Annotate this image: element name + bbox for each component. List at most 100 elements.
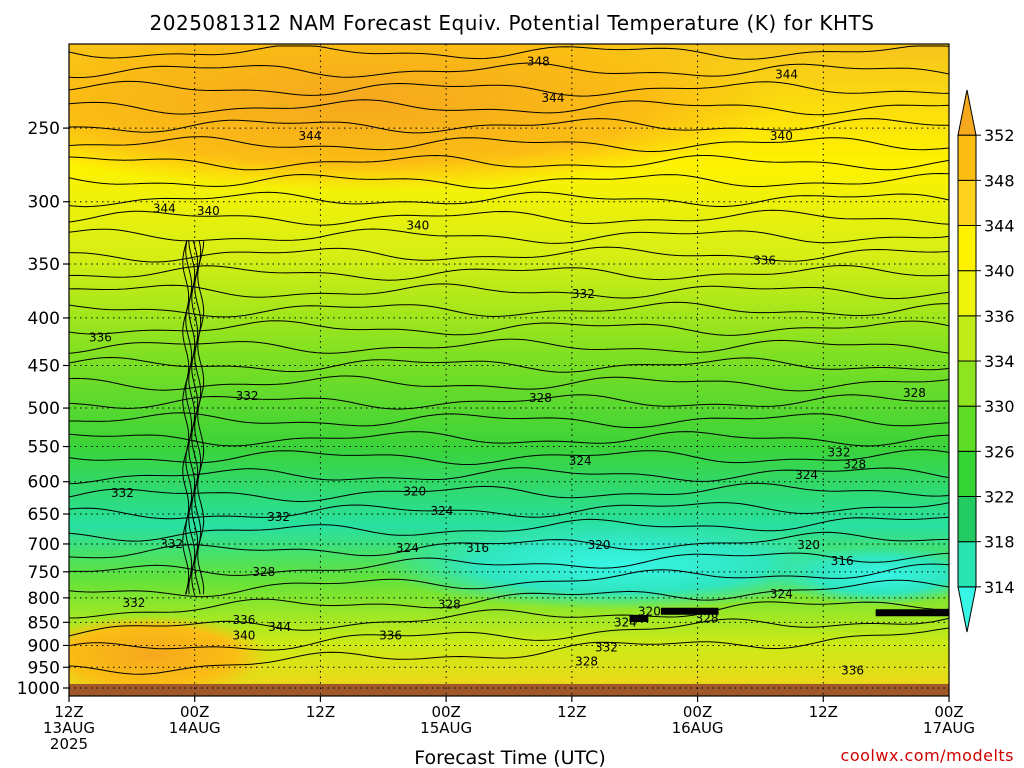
contour-line	[69, 338, 949, 354]
x-tick-label: 12Z	[557, 703, 586, 721]
colorbar-label: 336	[984, 307, 1015, 326]
y-tick-label: 850	[28, 613, 60, 633]
contour-label: 328	[696, 612, 719, 626]
contour-label: 324	[396, 541, 419, 555]
x-tick-label: 15AUG	[420, 719, 472, 737]
contour-label: 336	[753, 254, 776, 268]
contour-label: 332	[828, 445, 851, 459]
contour-line	[69, 80, 949, 97]
contour-label: 324	[770, 587, 793, 601]
contour-line	[69, 228, 949, 244]
contour-label: 336	[232, 613, 255, 627]
contour-label: 332	[160, 537, 183, 551]
warm-pool-upper	[69, 44, 780, 190]
x-tick-label: 14AUG	[169, 719, 221, 737]
x-tick-label: 00Z	[934, 703, 963, 721]
contour-label: 320	[638, 604, 661, 618]
x-tick-label: 16AUG	[672, 719, 724, 737]
contour-line	[69, 516, 949, 542]
contour-label: 320	[588, 538, 611, 552]
contour-line	[69, 209, 949, 226]
contour-line	[69, 136, 949, 153]
y-tick-label: 1000	[17, 679, 60, 699]
colorbar-segment	[957, 89, 977, 136]
contour-label: 332	[595, 641, 618, 655]
colorbar-label: 344	[984, 217, 1015, 236]
contour-label: 340	[197, 204, 220, 218]
contour-line	[69, 283, 949, 300]
contour-label: 324	[430, 504, 453, 518]
contour-label: 336	[841, 663, 864, 677]
x-tick-label: 17AUG	[923, 719, 975, 737]
x-tick-label: 00Z	[683, 703, 712, 721]
x-tick-label: 00Z	[180, 703, 209, 721]
contour-label: 344	[775, 68, 798, 82]
contour-line	[188, 240, 196, 595]
contour-line	[69, 375, 949, 392]
contour-line	[69, 531, 949, 559]
colorbar-label: 322	[984, 488, 1015, 507]
x-tick-label: 2025	[50, 735, 88, 753]
contour-label: 316	[831, 554, 854, 568]
contour-line	[69, 154, 949, 171]
colorbar-label: 318	[984, 533, 1015, 552]
colorbar-segment	[957, 270, 977, 317]
contour-label: 344	[298, 129, 321, 143]
contour-line	[69, 412, 949, 429]
chart-title: 2025081312 NAM Forecast Equiv. Potential…	[150, 11, 875, 35]
colorbar-label: 330	[984, 397, 1015, 416]
colorbar-label: 314	[984, 578, 1015, 597]
contour-line	[69, 246, 949, 263]
y-tick-label: 250	[28, 119, 60, 139]
y-tick-label: 800	[28, 589, 60, 609]
contour-label: 324	[569, 454, 592, 468]
contour-label: 336	[379, 628, 402, 642]
y-tick-label: 500	[28, 399, 60, 419]
colorbar-segment	[957, 541, 977, 588]
x-tick-label: 13AUG	[43, 719, 95, 737]
colorbar-label: 348	[984, 171, 1015, 190]
contour-line	[69, 482, 949, 503]
contour-line	[69, 627, 949, 675]
contour-label: 332	[267, 510, 290, 524]
colorbar-segment	[957, 586, 977, 633]
y-tick-label: 950	[28, 658, 60, 678]
x-tick-label: 12Z	[306, 703, 335, 721]
contour-label: 340	[232, 628, 255, 642]
bold-contour-segments	[629, 607, 949, 623]
contour-line	[69, 356, 949, 373]
contour-line	[69, 62, 949, 79]
contour-line	[69, 99, 949, 116]
colorbar-segment	[957, 179, 977, 226]
contour-line	[69, 467, 949, 485]
contour-line	[69, 320, 949, 336]
warm-pool-lower-left	[69, 615, 270, 695]
contour-line	[182, 240, 190, 595]
y-tick-label: 300	[28, 193, 60, 213]
colorbar-label: 352	[984, 126, 1015, 145]
y-tick-label: 650	[28, 505, 60, 525]
contour-lines	[69, 45, 949, 675]
contour-label: 328	[843, 458, 866, 472]
contour-label: 328	[438, 597, 461, 611]
colorbar-segment	[957, 315, 977, 362]
contour-label: 348	[527, 55, 550, 69]
credit-text: coolwx.com/modelts	[841, 746, 1014, 765]
colorbar-segment	[957, 405, 977, 452]
x-tick-label: 00Z	[431, 703, 460, 721]
colorbar-segment	[957, 225, 977, 272]
y-tick-label: 750	[28, 563, 60, 583]
y-tick-label: 550	[28, 438, 60, 458]
y-tick-label: 350	[28, 255, 60, 275]
contour-line	[69, 552, 949, 576]
contour-label: 316	[466, 541, 489, 555]
contour-line	[69, 431, 949, 447]
x-tick-label: 12Z	[54, 703, 83, 721]
contour-label: 328	[529, 391, 552, 405]
gridlines	[69, 44, 949, 696]
contour-label: 332	[122, 596, 145, 610]
